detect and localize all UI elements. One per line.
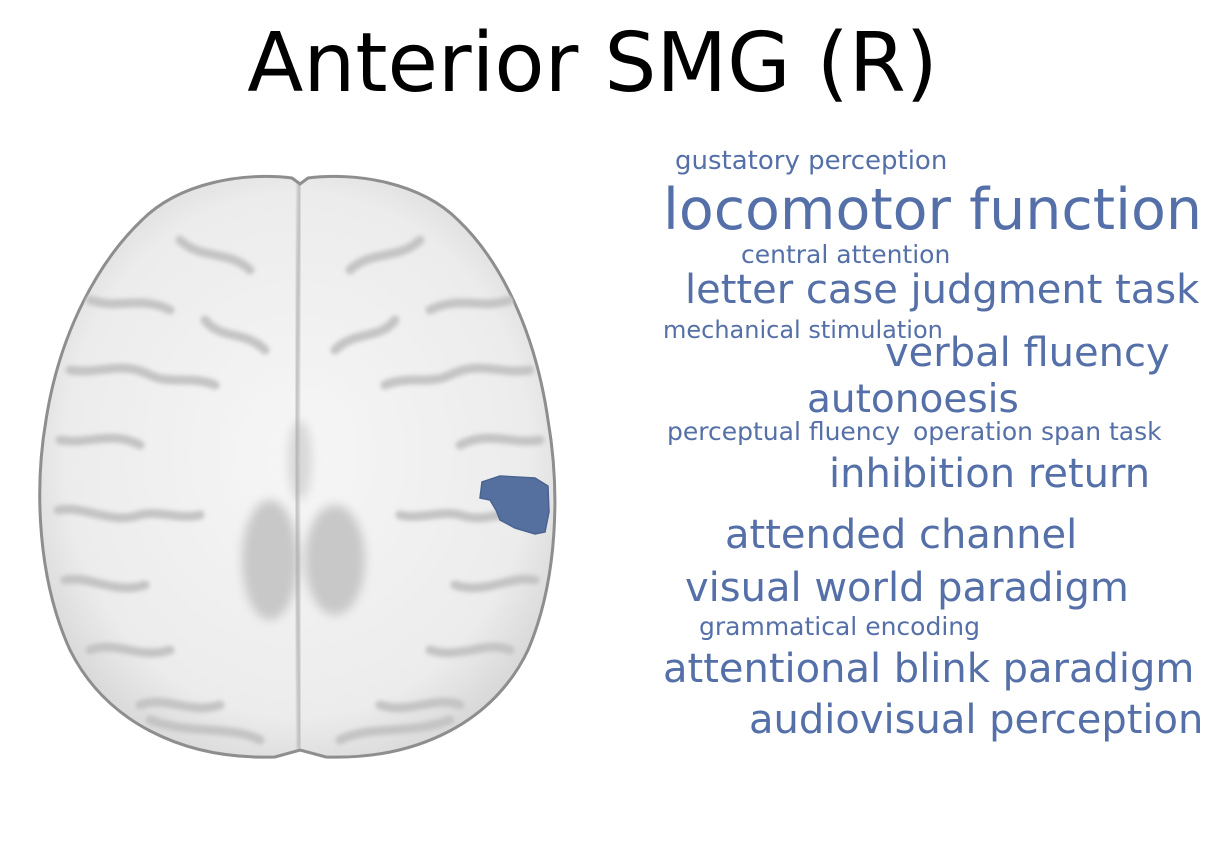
term-audiovisual-perception: audiovisual perception xyxy=(749,697,1204,743)
term-mechanical-stimulation: mechanical stimulation xyxy=(663,316,943,344)
term-visual-world-paradigm: visual world paradigm xyxy=(685,565,1129,611)
term-verbal-fluency: verbal fluency xyxy=(885,330,1170,376)
term-autonoesis: autonoesis xyxy=(807,377,1019,422)
term-letter-case-judgment-task: letter case judgment task xyxy=(685,267,1200,313)
term-attended-channel: attended channel xyxy=(725,512,1078,558)
term-attentional-blink-paradigm: attentional blink paradigm xyxy=(663,646,1195,692)
term-inhibition-return: inhibition return xyxy=(829,451,1151,497)
term-perceptual-fluency: perceptual fluency xyxy=(667,417,901,446)
term-locomotor-function: locomotor function xyxy=(663,177,1202,243)
term-gustatory-perception: gustatory perception xyxy=(675,146,948,176)
term-word-cloud: gustatory perception locomotor function … xyxy=(655,140,1204,750)
midline-fissure xyxy=(294,181,302,751)
term-grammatical-encoding: grammatical encoding xyxy=(699,612,980,641)
term-operation-span-task: operation span task xyxy=(913,417,1162,446)
figure-title: Anterior SMG (R) xyxy=(247,16,938,111)
term-central-attention: central attention xyxy=(741,240,951,269)
brain-axial-slice xyxy=(30,160,570,770)
highlighted-region xyxy=(479,475,550,535)
